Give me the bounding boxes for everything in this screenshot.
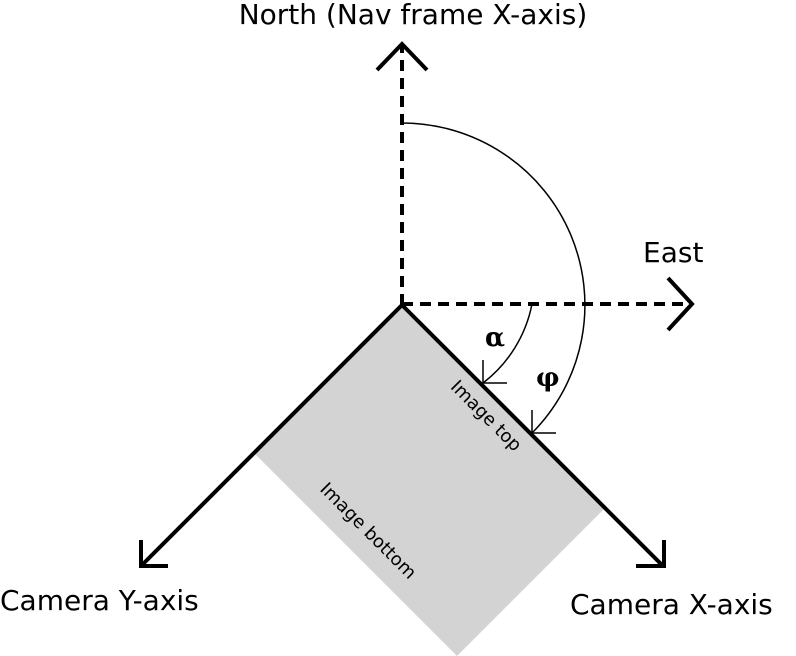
phi-arc-arrowhead: [531, 410, 556, 434]
camera-x-arrowhead: [636, 540, 666, 568]
phi-symbol: φ: [536, 363, 560, 393]
camera-y-label: Camera Y-axis: [0, 584, 199, 617]
north-arrowhead: [375, 41, 429, 72]
image-footprint: [254, 305, 605, 656]
camera-y-axis: [139, 303, 404, 568]
camera-y-arrowhead: [139, 540, 168, 568]
alpha-symbol: α: [485, 323, 505, 353]
east-label: East: [643, 236, 703, 269]
east-arrowhead: [666, 276, 695, 332]
camera-x-label: Camera X-axis: [570, 588, 773, 621]
phi-arc: [401, 122, 586, 434]
camera-x-axis: [400, 303, 665, 568]
north-label: North (Nav frame X-axis): [239, 0, 588, 31]
alpha-arc: [482, 303, 533, 384]
alpha-arc-arrowhead: [482, 360, 507, 384]
